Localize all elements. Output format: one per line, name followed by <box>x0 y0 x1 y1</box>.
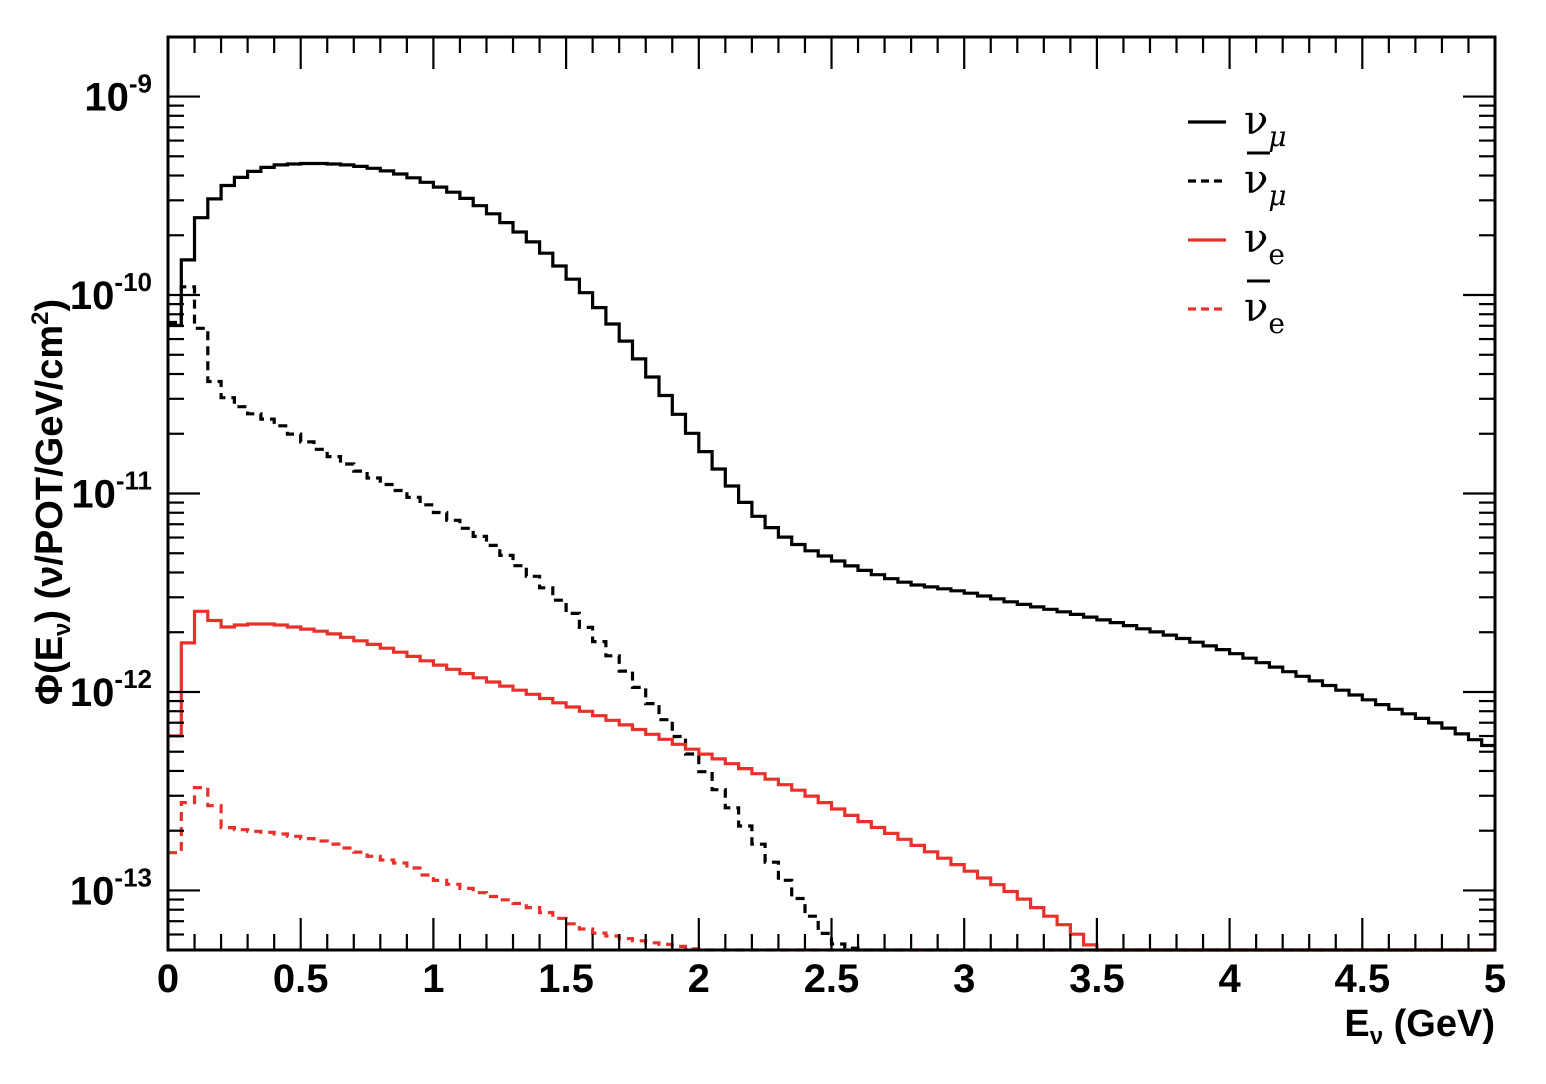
series-line-1 <box>168 285 1495 952</box>
x-tick-label: 0.5 <box>273 957 329 1001</box>
series-line-0 <box>168 161 1495 748</box>
y-tick-label: 10-9 <box>84 69 152 120</box>
legend-label: νe <box>1244 216 1285 271</box>
x-tick-label: 2 <box>688 957 710 1001</box>
y-tick-label: 10-11 <box>71 466 152 517</box>
y-tick-label: 10-12 <box>70 664 152 715</box>
legend-label: νμ <box>1244 98 1287 153</box>
y-axis-title: Φ(Eν) (ν/POT/GeV/cm2) <box>27 299 76 705</box>
y-tick-labels: 10-9 10-10 10-11 10-12 10-13 <box>70 69 152 914</box>
y-tick-label: 10-13 <box>70 862 152 913</box>
x-tick-label: 2.5 <box>804 957 860 1001</box>
x-tick-label: 4 <box>1218 957 1241 1001</box>
x-tick-label: 4.5 <box>1334 957 1390 1001</box>
x-tick-label: 1 <box>422 957 444 1001</box>
axis-ticks <box>166 37 1497 950</box>
x-tick-label: 3.5 <box>1069 957 1125 1001</box>
plot-frame <box>166 35 1497 952</box>
y-tick-label: 10-10 <box>70 267 152 318</box>
x-tick-label: 5 <box>1484 957 1506 1001</box>
x-axis-title: Eν (GeV) <box>1344 1003 1495 1050</box>
x-tick-label: 3 <box>953 957 975 1001</box>
series-line-3 <box>168 786 1495 952</box>
x-tick-label: 0 <box>157 957 179 1001</box>
x-tick-label: 1.5 <box>538 957 594 1001</box>
legend-label: νe <box>1244 285 1285 340</box>
legend-label: νμ <box>1244 157 1287 212</box>
x-tick-labels: 0 0.5 1 1.5 2 2.5 3 3.5 4 4.5 5 <box>157 957 1506 1001</box>
